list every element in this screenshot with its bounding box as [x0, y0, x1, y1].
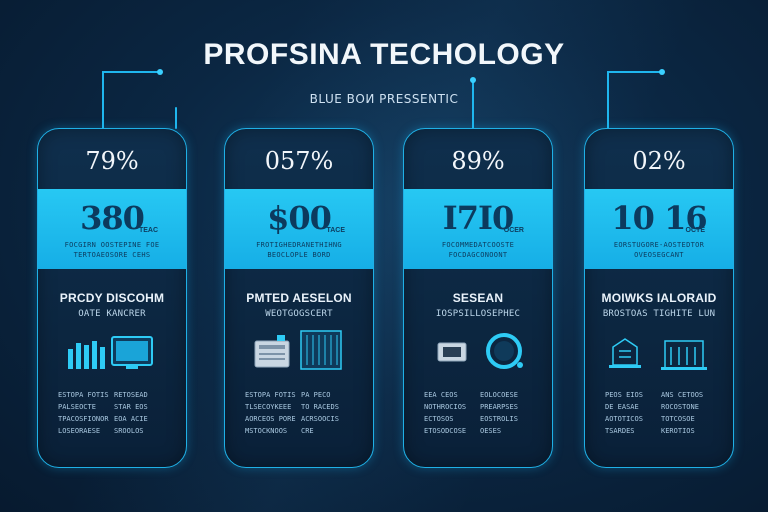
card-caption-line-2: FOCDAGCONOONT — [448, 251, 508, 259]
card-detail-rows: PEOS EIOS ANS CETOOS DE EASAE ROCOSTONE … — [585, 391, 733, 435]
detail-cell: TLSECOYKEEE — [245, 403, 292, 411]
detail-cell: TPACOSFIONOR — [58, 415, 109, 423]
card-caption-line-2: TERTOAEOSORE CEHS — [73, 251, 151, 259]
card-caption-line-2: BEOCLOPLE BORD — [267, 251, 331, 259]
stat-card-3[interactable]: 89% I7I0 OCER FOCOMMEDATCOOSTE FOCDAGCON… — [403, 128, 553, 468]
card-value-band: 10 16 OCTE EORSTUGORE-AOSTEDTOR OVEOSEGC… — [585, 189, 733, 269]
detail-cell: TOTCOSOE — [661, 415, 695, 423]
detail-cell: ACRSOOCIS — [301, 415, 339, 423]
detail-cell: ETOSODCOSE — [424, 427, 467, 435]
detail-cell: TSARDES — [605, 427, 635, 435]
card-value: $00 — [267, 199, 332, 237]
detail-cell: ECTOSOS — [424, 415, 454, 423]
card-percent: 057% — [264, 147, 334, 175]
card-unit: TACE — [326, 227, 345, 234]
detail-cell: EOLOCOESE — [480, 391, 518, 399]
detail-cell: EOSTROLIS — [480, 415, 518, 423]
detail-cell: ANS CETOOS — [661, 391, 704, 399]
card-unit: OCTE — [685, 227, 705, 234]
stat-card-1[interactable]: 79% 380 TEAC FOCGIRN OOSTEPINE FOE TERTO… — [37, 128, 187, 468]
page-subtitle: BLUE ВОИ PRESSENTIC — [309, 92, 459, 106]
detail-cell: PALSEOCTE — [58, 403, 96, 411]
card-caption-line-2: OVEOSEGCANT — [634, 251, 684, 259]
detail-cell: EOA ACIE — [114, 415, 148, 423]
detail-cell: DE EASAE — [605, 403, 639, 411]
card-percent: 02% — [632, 147, 686, 175]
detail-cell: MSTOCKNOOS — [245, 427, 288, 435]
detail-cell: ESTOPA FOTIS — [58, 391, 109, 399]
card-unit: OCER — [503, 227, 524, 234]
card-detail-rows: ESTOPA FOTIS PA PECO TLSECOYKEEE TO RACE… — [225, 391, 373, 435]
card-subheading: WEOTGOGSCERT — [265, 309, 333, 319]
card-heading: PMTED AESELON — [246, 291, 352, 305]
detail-cell: PREARPSES — [480, 403, 518, 411]
printer-server-icon — [254, 330, 342, 370]
card-heading: SESEAN — [452, 291, 504, 305]
stat-card-2[interactable]: 057% $00 TACE FROTIGHEDRANETHIHNG BEOCLO… — [224, 128, 374, 468]
server-rack-monitor-icon — [68, 336, 153, 369]
card-detail-rows: EEA CEOS EOLOCOESE NOTHROCIOS PREARPSES … — [404, 391, 552, 435]
card-caption-line-1: EORSTUGORE-AOSTEDTOR — [613, 241, 705, 249]
card-value-band: 380 TEAC FOCGIRN OOSTEPINE FOE TERTOAEOS… — [38, 189, 186, 269]
card-percent: 79% — [85, 147, 139, 175]
card-value-band: $00 TACE FROTIGHEDRANETHIHNG BEOCLOPLE B… — [225, 189, 373, 269]
detail-cell: TO RACEDS — [301, 403, 339, 411]
card-value: 380 — [80, 199, 145, 237]
detail-cell: EEA CEOS — [424, 391, 458, 399]
detail-cell: AORCEOS PORE — [245, 415, 296, 423]
detail-cell: ROCOSTONE — [661, 403, 699, 411]
card-caption-line-1: FOCGIRN OOSTEPINE FOE — [64, 241, 160, 249]
detail-cell: CRE — [301, 427, 314, 435]
card-subheading: IOSPSILLOSEPHEC — [435, 309, 521, 319]
detail-cell: PEOS EIOS — [605, 391, 643, 399]
detail-cell: AOTOTICOS — [605, 415, 643, 423]
detail-cell: STAR EOS — [114, 403, 148, 411]
detail-cell: PA PECO — [301, 391, 331, 399]
card-caption-line-1: FOCOMMEDATCOOSTE — [441, 241, 515, 249]
detail-cell: LOSEORAESE — [58, 427, 101, 435]
detail-cell: RETOSEAD — [114, 391, 148, 399]
stat-card-4[interactable]: 02% 10 16 OCTE EORSTUGORE-AOSTEDTOR OVEO… — [584, 128, 734, 468]
detail-cell: KEROTIOS — [661, 427, 695, 435]
card-value: 10 16 — [611, 199, 707, 237]
card-subheading: BROSTOAS TIGHITE LUN — [602, 309, 716, 319]
page-title: PROFSINA TECHOLOGY — [203, 38, 565, 71]
card-subheading: OATE KANCRER — [78, 309, 146, 319]
device-ring-icon — [437, 333, 523, 369]
cloud-datacenter-icon — [609, 338, 707, 370]
detail-cell: SROOLOS — [114, 427, 144, 435]
detail-cell: NOTHROCIOS — [424, 403, 467, 411]
card-heading: MOIWKS IALORAID — [601, 291, 717, 305]
card-heading: PRCDY DISCOHM — [59, 291, 165, 305]
card-unit: TEAC — [138, 227, 158, 234]
card-value: I7I0 — [442, 199, 514, 237]
card-value-band: I7I0 OCER FOCOMMEDATCOOSTE FOCDAGCONOONT — [404, 189, 552, 269]
card-percent: 89% — [451, 147, 505, 175]
card-detail-rows: ESTOPA FOTIS RETOSEAD PALSEOCTE STAR EOS… — [38, 391, 186, 435]
card-caption-line-1: FROTIGHEDRANETHIHNG — [256, 241, 342, 249]
detail-cell: ESTOPA FOTIS — [245, 391, 296, 399]
detail-cell: OESES — [480, 427, 502, 435]
